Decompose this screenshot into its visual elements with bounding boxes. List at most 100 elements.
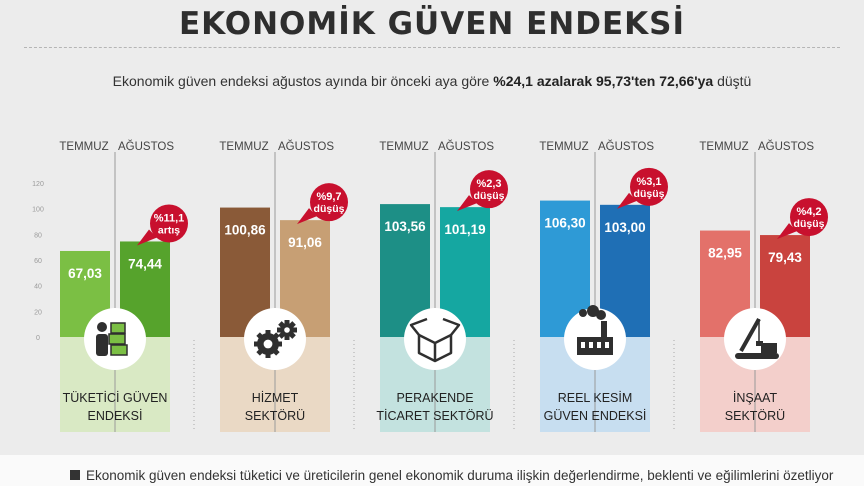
factory-window	[597, 342, 601, 348]
temmuz-label: TEMMUZ	[539, 141, 588, 153]
sector-label: İNŞAAT	[733, 391, 778, 405]
smoke-puff	[579, 309, 587, 317]
change-badge	[310, 183, 348, 222]
factory-window	[589, 342, 593, 348]
subtitle-text-end: düştü	[713, 73, 752, 89]
subtitle-highlight: %24,1 azalarak 95,73'ten 72,66'ya	[493, 73, 714, 89]
badge-pointer	[617, 192, 637, 209]
consumer-boxes-icon	[96, 322, 128, 356]
box-bottom	[110, 344, 128, 356]
y-tick-label: 0	[36, 335, 40, 342]
y-tick-label: 60	[34, 258, 42, 265]
footer-note-text: Ekonomik güven endeksi tüketici ve üreti…	[86, 468, 834, 483]
crane-icon	[735, 318, 779, 359]
sector-label: SEKTÖRÜ	[725, 409, 785, 423]
agustos-label: AĞUSTOS	[278, 140, 334, 153]
factory-icon	[577, 305, 613, 355]
crane-cab	[761, 343, 777, 353]
value-label: 74,44	[128, 256, 162, 271]
badge-pointer	[297, 208, 317, 225]
change-word: düşüş	[474, 190, 505, 202]
agustos-label: AĞUSTOS	[438, 140, 494, 153]
change-word: düşüş	[634, 188, 665, 200]
y-tick-label: 80	[34, 232, 42, 239]
badge-pointer	[137, 229, 157, 246]
crane-boom	[739, 318, 761, 352]
agustos-label: AĞUSTOS	[758, 140, 814, 153]
change-word: düşüş	[794, 218, 825, 230]
temmuz-label: TEMMUZ	[59, 141, 108, 153]
temmuz-label: TEMMUZ	[219, 141, 268, 153]
crane-tracks	[735, 353, 779, 359]
title-divider	[24, 47, 840, 48]
value-label: 79,43	[768, 250, 802, 265]
footer-note: Ekonomik güven endeksi tüketici ve üreti…	[70, 468, 856, 483]
gear-hole	[284, 327, 290, 333]
change-badge	[630, 167, 668, 206]
smoke-puff	[587, 305, 599, 317]
change-badge	[790, 198, 828, 237]
crane-hook	[756, 341, 763, 346]
sector-label: REEL KESİM	[558, 391, 633, 405]
value-label: 103,56	[384, 219, 426, 234]
value-label: 91,06	[288, 235, 322, 250]
factory-body	[577, 337, 613, 355]
agustos-label: AĞUSTOS	[598, 140, 654, 153]
bullet-square-icon	[70, 470, 80, 480]
factory-window	[581, 342, 585, 348]
change-badge	[150, 204, 188, 243]
change-percent: %3,1	[636, 176, 661, 188]
y-tick-label: 20	[34, 309, 42, 316]
agustos-label: AĞUSTOS	[118, 140, 174, 153]
box-top	[110, 322, 126, 334]
y-tick-label: 100	[32, 207, 44, 214]
sector-label: TİCARET SEKTÖRÜ	[376, 409, 493, 423]
change-badge	[470, 170, 508, 209]
sector-label: ENDEKSİ	[88, 409, 143, 423]
box-icon	[409, 317, 461, 363]
sector-label: GÜVEN ENDEKSİ	[544, 409, 647, 423]
sector-label: SEKTÖRÜ	[245, 409, 305, 423]
change-word: artış	[158, 224, 180, 236]
box-middle	[108, 333, 126, 345]
y-tick-label: 40	[34, 284, 42, 291]
value-label: 82,95	[708, 246, 742, 261]
value-label: 106,30	[544, 216, 585, 231]
gears-icon	[254, 320, 297, 358]
page-title: EKONOMİK GÜVEN ENDEKSİ	[178, 6, 686, 42]
value-label: 101,19	[444, 222, 485, 237]
change-percent: %2,3	[476, 178, 501, 190]
value-label: 103,00	[604, 220, 645, 235]
change-word: düşüş	[314, 203, 345, 215]
temmuz-label: TEMMUZ	[379, 141, 428, 153]
badge-pointer	[777, 223, 797, 240]
box-flap-left	[409, 317, 428, 336]
page-subtitle: Ekonomik güven endeksi ağustos ayında bi…	[0, 73, 864, 89]
box-flap-right	[442, 317, 461, 336]
person-head	[97, 322, 107, 332]
gear-hole	[263, 339, 273, 349]
subtitle-text-start: Ekonomik güven endeksi ağustos ayında bi…	[112, 73, 494, 89]
footer-band	[0, 455, 864, 486]
y-tick-label: 120	[32, 181, 44, 188]
change-percent: %11,1	[154, 212, 185, 224]
person-body	[96, 334, 108, 356]
temmuz-label: TEMMUZ	[699, 141, 748, 153]
value-label: 100,86	[224, 223, 266, 238]
badge-pointer	[457, 195, 477, 212]
sector-label: PERAKENDE	[396, 391, 473, 405]
icon-circle	[724, 308, 786, 370]
change-percent: %4,2	[796, 206, 821, 218]
factory-chimney	[601, 321, 607, 339]
value-label: 67,03	[68, 266, 102, 281]
sector-label: HİZMET	[252, 391, 299, 405]
factory-window	[605, 342, 609, 348]
change-percent: %9,7	[316, 191, 341, 203]
sector-label: TÜKETİCİ GÜVEN	[63, 391, 168, 405]
